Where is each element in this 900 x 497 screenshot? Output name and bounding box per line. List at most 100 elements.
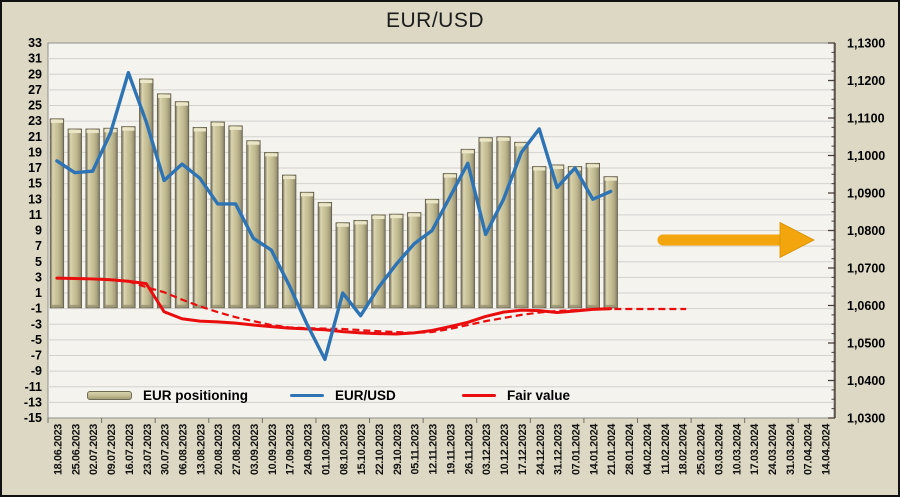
x-axis-date-label: 13.08.2023 bbox=[195, 424, 207, 475]
bar bbox=[49, 118, 65, 309]
x-axis-date-label: 04.02.2024 bbox=[642, 424, 654, 475]
left-axis-label: 33 bbox=[28, 36, 42, 50]
x-axis-date-label: 15.10.2023 bbox=[356, 424, 368, 475]
arrow-head-icon bbox=[779, 221, 815, 259]
bar-foot bbox=[372, 304, 385, 308]
x-axis-date-label: 18.06.2023 bbox=[52, 424, 64, 475]
left-axis-label: 9 bbox=[35, 224, 42, 238]
bar-top-cap bbox=[247, 141, 260, 145]
x-axis-date-label: 27.08.2023 bbox=[231, 424, 243, 475]
right-axis-label: 1,0300 bbox=[847, 412, 885, 426]
x-axis-date-label: 23.07.2023 bbox=[142, 424, 154, 475]
x-axis-date-label: 29.10.2023 bbox=[392, 424, 404, 475]
x-axis-date-label: 28.01.2024 bbox=[624, 424, 636, 475]
bar-foot bbox=[533, 304, 546, 308]
x-axis-date-label: 25.06.2023 bbox=[70, 424, 82, 475]
bar-top-cap bbox=[354, 221, 367, 225]
bar-foot bbox=[408, 304, 421, 308]
bar-foot bbox=[390, 304, 403, 308]
bar-top-cap bbox=[336, 223, 349, 227]
left-axis-label: 11 bbox=[29, 208, 42, 222]
x-axis-date-label: 17.12.2023 bbox=[517, 424, 529, 475]
left-axis-label: -1 bbox=[31, 302, 42, 316]
x-axis-date-label: 10.09.2023 bbox=[267, 424, 279, 475]
right-axis-label: 1,1300 bbox=[847, 37, 885, 51]
bar bbox=[514, 141, 529, 309]
bar-foot bbox=[247, 304, 260, 308]
x-axis-date-label: 24.09.2023 bbox=[303, 424, 315, 475]
bar-foot bbox=[479, 304, 492, 308]
bar bbox=[317, 202, 333, 309]
bar-foot bbox=[515, 304, 528, 308]
bar bbox=[585, 162, 600, 309]
x-axis-date-label: 30.07.2023 bbox=[160, 424, 172, 475]
bar-foot bbox=[193, 304, 206, 308]
bar-top-cap bbox=[408, 213, 421, 217]
x-axis-date-label: 06.08.2023 bbox=[177, 424, 189, 475]
x-axis-date-label: 24.12.2023 bbox=[535, 424, 547, 475]
bar-top-cap bbox=[318, 203, 331, 207]
bar-foot bbox=[140, 304, 153, 308]
bar-foot bbox=[175, 304, 189, 308]
x-axis-date-label: 24.03.2024 bbox=[767, 424, 779, 475]
bar bbox=[246, 140, 261, 309]
x-axis-date-label: 21.01.2024 bbox=[606, 424, 618, 475]
left-axis-label: -3 bbox=[31, 317, 42, 331]
bar-foot bbox=[211, 304, 224, 308]
bar-foot bbox=[104, 304, 117, 308]
bar bbox=[156, 93, 172, 309]
bar-foot bbox=[265, 304, 278, 308]
bar-top-cap bbox=[372, 215, 385, 219]
bar-top-cap bbox=[211, 122, 224, 127]
bar-top-cap bbox=[229, 126, 242, 130]
left-axis-label: 5 bbox=[35, 255, 42, 269]
bar-top-cap bbox=[122, 127, 135, 131]
x-axis-date-label: 02.07.2023 bbox=[88, 424, 100, 475]
left-axis-label: -9 bbox=[31, 364, 42, 378]
x-axis-date-label: 12.11.2023 bbox=[428, 424, 440, 475]
x-axis-date-label: 05.11.2023 bbox=[410, 424, 422, 475]
bar bbox=[335, 222, 350, 309]
left-axis-label: -5 bbox=[31, 333, 42, 347]
bar-foot bbox=[158, 304, 171, 308]
right-axis-label: 1,1000 bbox=[847, 149, 885, 163]
bar bbox=[353, 219, 368, 309]
bar bbox=[174, 101, 190, 309]
x-axis-date-label: 08.10.2023 bbox=[338, 424, 350, 475]
left-axis-label: 3 bbox=[35, 270, 42, 284]
left-axis-label: 31 bbox=[28, 52, 42, 66]
left-axis-label: 23 bbox=[28, 114, 42, 128]
bar-top-cap bbox=[551, 165, 564, 169]
bar bbox=[67, 128, 82, 309]
bar bbox=[603, 176, 618, 309]
x-axis-date-label: 10.12.2023 bbox=[499, 424, 511, 475]
left-axis-label: 29 bbox=[28, 67, 42, 81]
x-axis-date-label: 31.12.2023 bbox=[553, 424, 565, 475]
left-axis-label: -11 bbox=[25, 380, 42, 394]
bar-top-cap bbox=[604, 177, 617, 181]
bar-foot bbox=[497, 304, 510, 308]
x-axis-date-label: 11.02.2024 bbox=[660, 424, 672, 475]
left-axis-label: 19 bbox=[28, 145, 42, 159]
bar-top-cap bbox=[497, 137, 510, 141]
bar-top-cap bbox=[50, 119, 64, 123]
bar bbox=[424, 198, 440, 309]
bar-top-cap bbox=[140, 79, 153, 84]
x-axis-date-label: 14.01.2024 bbox=[588, 424, 600, 475]
bar-top-cap bbox=[443, 174, 457, 178]
left-axis-label: 15 bbox=[28, 177, 42, 191]
left-axis-label: 27 bbox=[28, 83, 42, 97]
x-axis-date-label: 20.08.2023 bbox=[213, 424, 225, 475]
left-axis-label: -15 bbox=[24, 411, 42, 425]
x-axis-date-label: 09.07.2023 bbox=[106, 424, 118, 475]
bar bbox=[407, 212, 422, 309]
bar bbox=[192, 127, 207, 309]
bar-top-cap bbox=[300, 193, 314, 197]
bar-top-cap bbox=[193, 128, 206, 132]
bar-top-cap bbox=[425, 200, 439, 204]
bar-foot bbox=[50, 304, 64, 308]
bar-foot bbox=[461, 304, 474, 308]
x-axis-date-label: 01.10.2023 bbox=[320, 424, 332, 475]
bar-top-cap bbox=[515, 143, 528, 147]
